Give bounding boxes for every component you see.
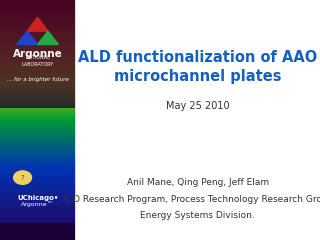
Text: ?: ? bbox=[21, 175, 24, 180]
Polygon shape bbox=[38, 31, 58, 44]
Text: UChicago•: UChicago• bbox=[17, 195, 58, 201]
Polygon shape bbox=[17, 31, 38, 44]
Polygon shape bbox=[27, 17, 48, 31]
Text: NATIONAL
LABORATORY: NATIONAL LABORATORY bbox=[21, 55, 54, 67]
Text: Argonne: Argonne bbox=[13, 49, 62, 59]
Text: Anil Mane, Qing Peng, Jeff Elam: Anil Mane, Qing Peng, Jeff Elam bbox=[126, 178, 269, 187]
Text: May 25 2010: May 25 2010 bbox=[166, 101, 229, 111]
Text: ALD Research Program, Process Technology Research Group: ALD Research Program, Process Technology… bbox=[62, 195, 320, 204]
Circle shape bbox=[13, 171, 31, 184]
Text: Energy Systems Division.: Energy Systems Division. bbox=[140, 211, 255, 221]
Text: Argonne™: Argonne™ bbox=[21, 201, 54, 207]
Text: ALD functionalization of AAO
microchannel plates: ALD functionalization of AAO microchanne… bbox=[78, 50, 317, 84]
Text: ... for a brighter future: ... for a brighter future bbox=[7, 77, 68, 82]
